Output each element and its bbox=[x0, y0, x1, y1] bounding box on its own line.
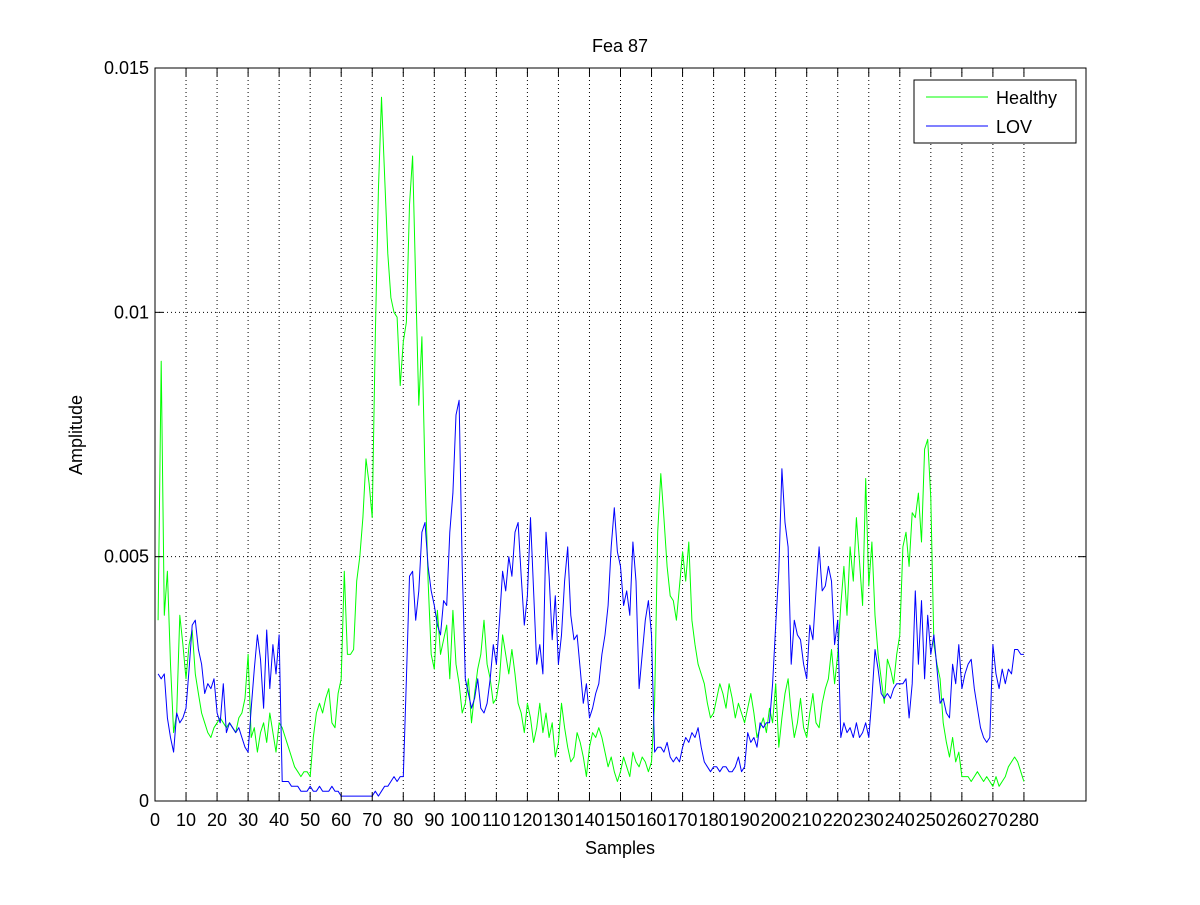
x-tick-label: 160 bbox=[637, 810, 667, 830]
legend-label-healthy: Healthy bbox=[996, 88, 1057, 108]
x-tick-label: 100 bbox=[450, 810, 480, 830]
x-tick-label: 170 bbox=[668, 810, 698, 830]
x-tick-label: 240 bbox=[885, 810, 915, 830]
x-tick-label: 80 bbox=[393, 810, 413, 830]
series-line-lov bbox=[157, 399, 1024, 797]
x-tick-label: 230 bbox=[854, 810, 884, 830]
x-tick-label: 70 bbox=[362, 810, 382, 830]
x-tick-label: 10 bbox=[176, 810, 196, 830]
x-tick-label: 0 bbox=[150, 810, 160, 830]
chart-title: Fea 87 bbox=[592, 36, 648, 56]
x-tick-label: 20 bbox=[207, 810, 227, 830]
x-tick-label: 130 bbox=[543, 810, 573, 830]
x-tick-label: 50 bbox=[300, 810, 320, 830]
y-tick-label: 0.01 bbox=[114, 302, 149, 322]
x-tick-label: 210 bbox=[792, 810, 822, 830]
x-axis-label: Samples bbox=[585, 838, 655, 858]
x-tick-label: 30 bbox=[238, 810, 258, 830]
x-tick-label: 140 bbox=[574, 810, 604, 830]
series-layer bbox=[157, 96, 1025, 797]
legend-label-lov: LOV bbox=[996, 117, 1032, 137]
legend: Healthy LOV bbox=[913, 79, 1077, 144]
x-tick-label: 250 bbox=[916, 810, 946, 830]
x-tick-label: 110 bbox=[482, 810, 511, 830]
x-tick-label: 180 bbox=[699, 810, 729, 830]
x-tick-label: 150 bbox=[605, 810, 635, 830]
y-axis-label: Amplitude bbox=[66, 395, 86, 475]
x-tick-label: 220 bbox=[823, 810, 853, 830]
x-tick-label: 200 bbox=[761, 810, 791, 830]
y-tick-label: 0 bbox=[139, 791, 149, 811]
x-tick-label: 280 bbox=[1009, 810, 1039, 830]
x-tick-label: 120 bbox=[512, 810, 542, 830]
x-tick-label: 90 bbox=[424, 810, 444, 830]
x-tick-label: 270 bbox=[978, 810, 1008, 830]
x-tick-label: 260 bbox=[947, 810, 977, 830]
x-tick-label: 190 bbox=[730, 810, 760, 830]
x-tick-label: 40 bbox=[269, 810, 289, 830]
series-line-healthy bbox=[157, 96, 1025, 787]
axis-ticks: 0 10 20 30 40 50 60 70 80 90 100 110 120 130 140 150 160… bbox=[104, 58, 1086, 830]
x-tick-label: 60 bbox=[331, 810, 351, 830]
legend-box bbox=[913, 79, 1077, 144]
y-tick-label: 0.005 bbox=[104, 547, 149, 567]
y-tick-label: 0.015 bbox=[104, 58, 149, 78]
